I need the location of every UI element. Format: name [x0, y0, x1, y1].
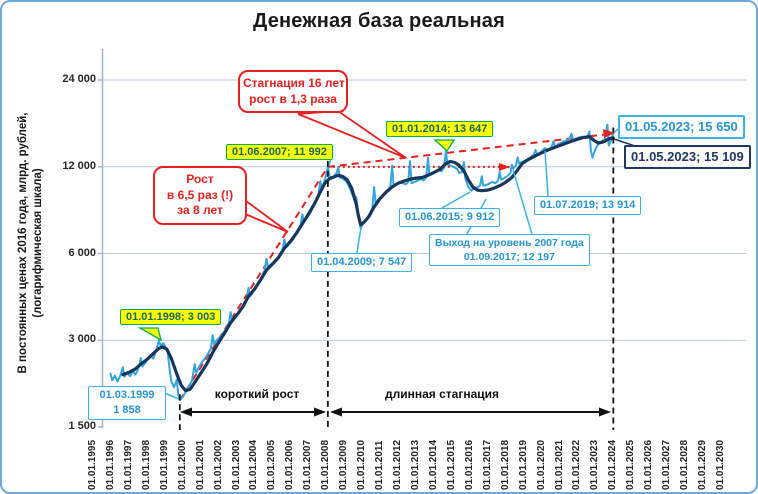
long-stagnation-arrowhead-left	[330, 407, 342, 417]
data-label-1999: 01.03.1999 1 858	[88, 386, 166, 420]
x-tick-label: 01.01.2024	[607, 439, 619, 490]
trend-lines-layer	[178, 132, 614, 401]
x-tick-label: 01.01.2027	[661, 439, 673, 490]
label-1998-tail	[137, 327, 163, 342]
x-tick-label: 01.01.2030	[715, 439, 726, 490]
x-tick-label: 01.01.2016	[463, 439, 475, 490]
x-tick-label: 01.01.2002	[212, 439, 224, 490]
x-tick-label: 01.01.2009	[338, 439, 350, 490]
y-tick-label: 24 000	[62, 73, 96, 85]
x-tick-label: 01.01.2023	[589, 439, 601, 490]
growth-callout-line3: за 8 лет	[177, 203, 223, 218]
data-label-1999-date: 01.03.1999	[99, 389, 155, 401]
x-tick-label: 01.01.2022	[571, 439, 583, 490]
x-tick-label: 01.01.2004	[248, 439, 260, 490]
growth-callout-line1: Рост	[186, 172, 214, 186]
series-layer	[109, 123, 615, 402]
trend-line	[178, 166, 329, 401]
data-label-2017: Выход на уровень 2007 года 01.09.2017; 1…	[429, 234, 590, 267]
page-title: Денежная база реальная	[253, 10, 505, 32]
x-tick-label: 01.01.2015	[445, 439, 457, 490]
x-tick-label: 01.01.1998	[140, 439, 152, 490]
y-tick-label: 3 000	[68, 333, 96, 346]
data-label-1999-value: 1 858	[113, 403, 141, 416]
leader-2019	[544, 150, 549, 197]
stagnation-callout: Стагнация 16 лет рост в 1,3 раза	[238, 70, 348, 114]
growth-callout: Рост в 6,5 раз (!) за 8 лет	[153, 166, 247, 225]
y-tick-label: 12 000	[62, 159, 96, 172]
x-tick-label: 01.01.1999	[158, 439, 170, 490]
x-tick-label: 01.01.1997	[122, 439, 134, 490]
stagnation-callout-line2: рост в 1,3 раза	[249, 91, 337, 106]
x-tick-label: 01.01.2025	[625, 439, 637, 490]
trend-arrowhead-2023	[603, 129, 615, 138]
data-label-2009: 01.04.2009; 7 547	[311, 253, 413, 272]
data-label-1998: 01.01.1998; 3 003	[120, 309, 222, 325]
x-tick-label: 01.01.2020	[535, 439, 547, 490]
leader-2009	[356, 226, 362, 254]
x-tick-label: 01.01.2003	[230, 439, 242, 490]
x-tick-label: 01.01.2018	[499, 439, 511, 490]
data-label-2007: 01.06.2007; 11 992	[226, 144, 333, 160]
stagnation-callout-line1: Стагнация 16 лет	[243, 76, 345, 90]
x-tick-label: 01.01.1995	[87, 439, 98, 490]
data-label-2023-smoothed: 01.05.2023; 15 109	[624, 145, 751, 169]
x-tick-label: 01.01.2012	[392, 439, 404, 490]
x-tick-label: 01.01.2005	[266, 439, 278, 490]
y-tick-label: 1 500	[68, 420, 96, 432]
x-tick-label: 01.01.2001	[194, 439, 206, 490]
level-2007-arrowhead	[499, 163, 510, 171]
x-tick-label: 01.01.2029	[697, 439, 709, 490]
x-tick-label: 01.01.2028	[679, 439, 691, 490]
label-2014-tail	[433, 139, 456, 153]
data-label-2015: 01.06.2015; 9 912	[399, 208, 501, 227]
series-smoothed-line	[121, 135, 615, 393]
y-tick-label: 6 000	[68, 246, 96, 259]
x-tick-label: 01.01.2011	[374, 440, 386, 491]
x-tick-label: 01.01.2007	[302, 439, 314, 490]
long-stagnation-arrowhead-right	[599, 407, 611, 417]
data-label-2023-monthly: 01.05.2023; 15 650	[618, 115, 745, 139]
phase-label-long-stagnation: длинная стагнация	[384, 387, 500, 401]
x-tick-label: 01.01.2006	[284, 439, 296, 490]
data-label-2017-line2: 01.09.2017; 12 197	[463, 251, 555, 264]
x-tick-label: 01.01.2000	[176, 439, 188, 490]
leader-2015	[441, 191, 471, 209]
leader-2017-right	[512, 169, 533, 235]
x-tick-label: 01.01.2014	[427, 439, 439, 490]
short-growth-arrowhead-right	[314, 407, 326, 417]
vertical-markers-layer	[178, 127, 615, 430]
data-label-2019: 01.07.2019; 13 914	[534, 196, 642, 215]
growth-callout-line2: в 6,5 раз (!)	[166, 187, 234, 202]
leader-2023-monthly	[613, 128, 619, 134]
x-tick-label: 01.01.2017	[481, 439, 493, 490]
data-label-2014: 01.01.2014; 13 647	[386, 121, 494, 137]
data-label-2017-line1: Выход на уровень 2007 года	[435, 237, 584, 249]
x-tick-label: 01.01.2010	[356, 439, 368, 490]
x-tick-label: 01.01.2021	[553, 439, 565, 490]
phase-label-short-growth: короткий рост	[214, 387, 300, 401]
x-tick-label: 01.01.2026	[643, 439, 655, 490]
x-tick-label: 01.01.2008	[320, 439, 332, 490]
x-tick-label: 01.01.2019	[517, 439, 529, 490]
x-tick-label: 01.01.2013	[409, 439, 421, 490]
short-growth-arrowhead-left	[180, 407, 192, 417]
x-tick-label: 01.01.1996	[104, 439, 116, 490]
